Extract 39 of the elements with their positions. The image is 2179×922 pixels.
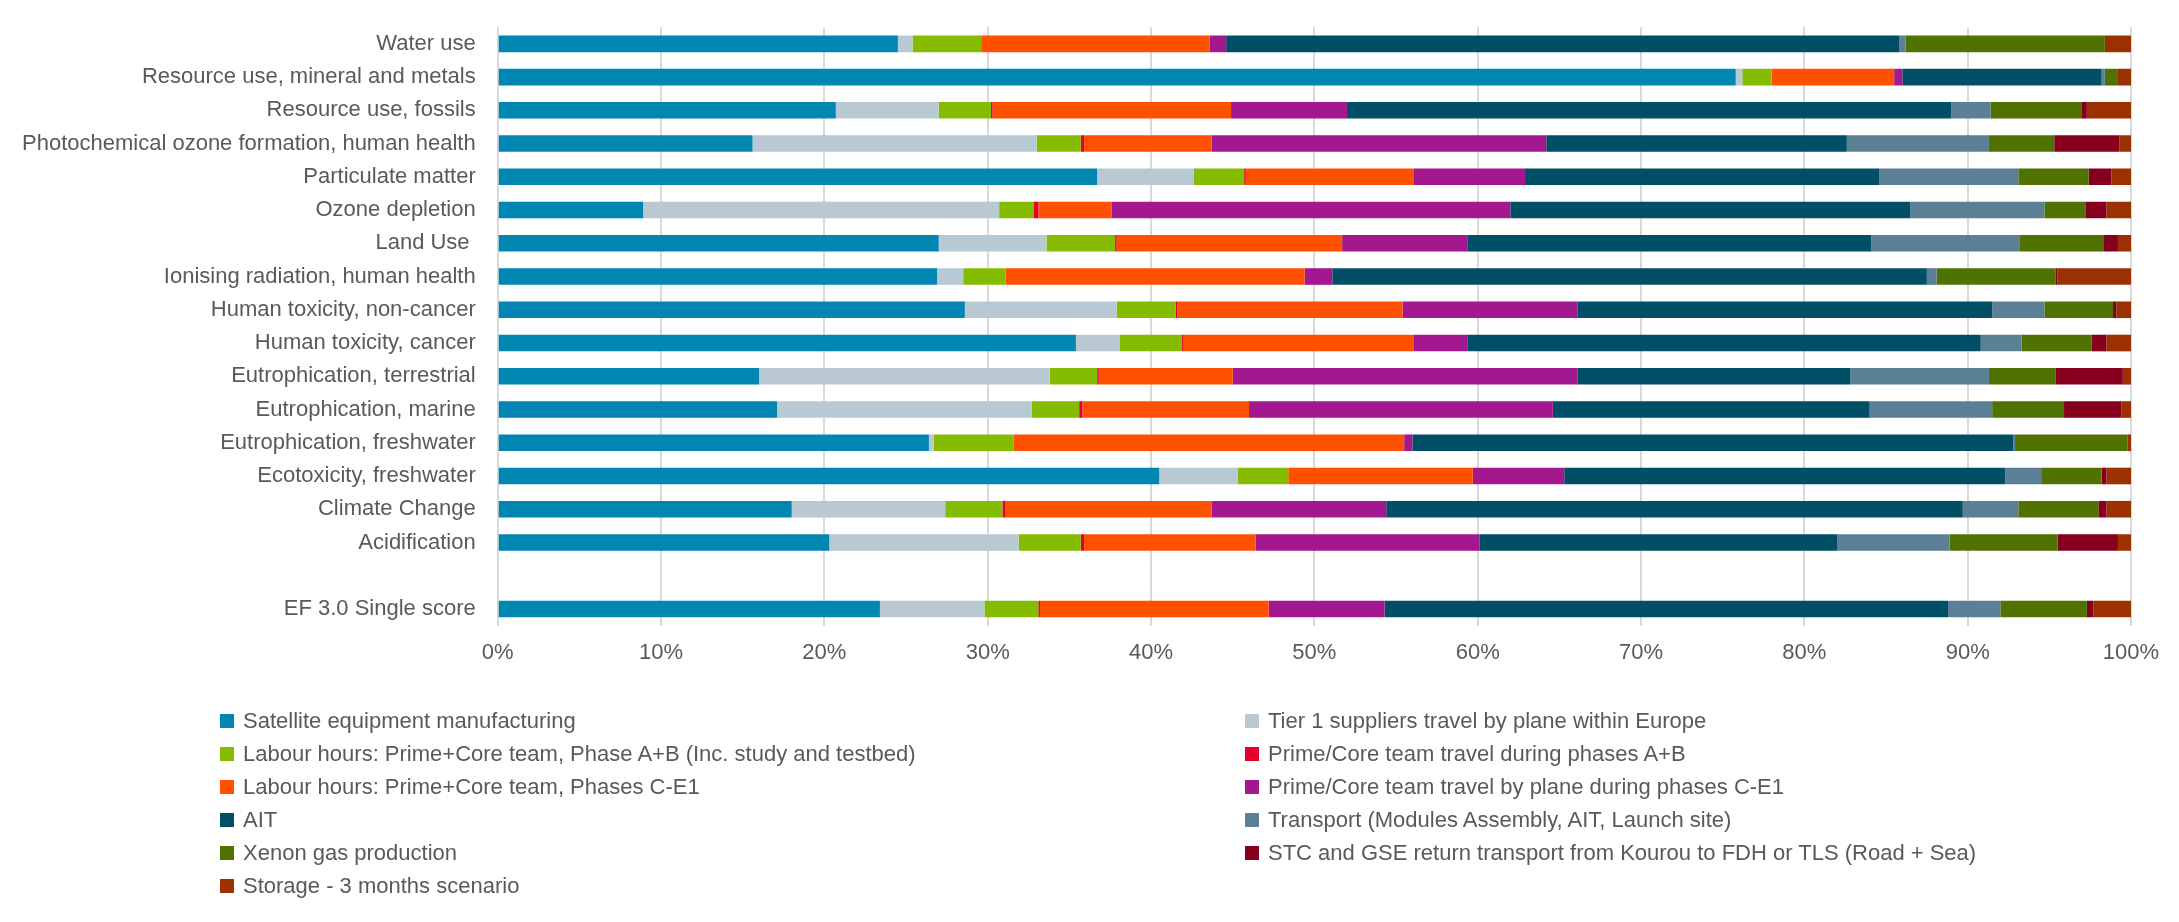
legend-label: Satellite equipment manufacturing	[243, 708, 576, 734]
y-tick-label: Eutrophication, freshwater	[220, 428, 476, 454]
x-tick-label: 10%	[639, 638, 684, 664]
y-tick-label: Eutrophication, marine	[255, 395, 476, 421]
legend-label: Prime/Core team travel during phases A+B	[1268, 741, 1686, 767]
y-tick-label: Human toxicity, cancer	[254, 329, 476, 355]
y-tick-label: Ecotoxicity, freshwater	[257, 462, 476, 488]
y-tick-label: Photochemical ozone formation, human health	[22, 129, 476, 155]
y-tick-label: EF 3.0 Single score	[283, 595, 476, 621]
legend-label: Prime/Core team travel by plane during phases C-E1	[1268, 774, 1785, 800]
x-tick-label: 70%	[1618, 638, 1664, 664]
y-tick-label: Resource use, fossils	[266, 96, 476, 122]
x-tick-label: 0%	[481, 638, 514, 664]
y-tick-label: Ionising radiation, human health	[163, 262, 476, 288]
y-tick-label: Water use	[376, 29, 476, 55]
x-tick-label: 60%	[1455, 638, 1500, 664]
x-tick-label: 20%	[802, 638, 847, 664]
legend-label: Labour hours: Prime+Core team, Phases C-E1	[243, 774, 700, 800]
x-tick-label: 40%	[1129, 638, 1174, 664]
x-tick-label: 100%	[2102, 638, 2160, 664]
legend-label: Tier 1 suppliers travel by plane within Europe	[1268, 708, 1707, 734]
y-tick-label: Climate Change	[317, 495, 476, 521]
x-tick-label: 30%	[965, 638, 1010, 664]
y-tick-label: Resource use, mineral and metals	[141, 63, 476, 89]
x-tick-label: 80%	[1782, 638, 1827, 664]
legend-label: Labour hours: Prime+Core team, Phase A+B (Inc. study and testbed)	[243, 741, 916, 767]
y-tick-label: Ozone depletion	[315, 196, 476, 222]
legend-label: STC and GSE return transport from Kourou to FDH or TLS (Road + Sea)	[1268, 840, 1977, 866]
legend-label: Transport (Modules Assembly, AIT, Launch site)	[1268, 807, 1732, 833]
legend-label: Storage - 3 months scenario	[243, 873, 520, 899]
y-tick-label: Land Use	[375, 229, 476, 255]
y-tick-label: Eutrophication, terrestrial	[231, 362, 476, 388]
legend-label: AIT	[243, 807, 278, 833]
x-tick-label: 50%	[1292, 638, 1337, 664]
legend-label: Xenon gas production	[243, 840, 458, 866]
y-tick-label: Acidification	[358, 528, 476, 554]
x-tick-label: 90%	[1945, 638, 1990, 664]
y-tick-label: Human toxicity, non-cancer	[210, 295, 476, 321]
y-tick-label: Particulate matter	[303, 162, 476, 188]
